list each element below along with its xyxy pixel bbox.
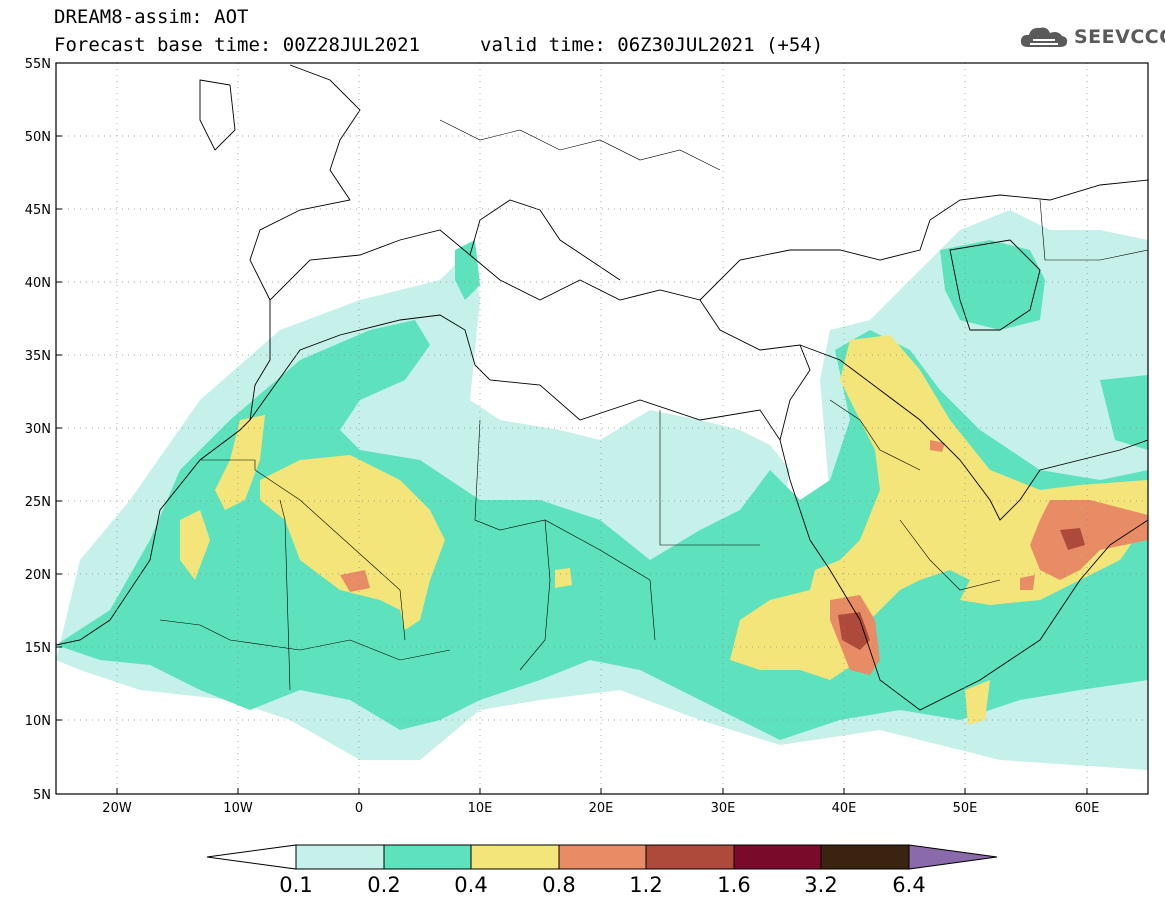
aot-band-0-4 xyxy=(180,335,1148,725)
lat-label: 55N xyxy=(25,57,51,72)
coastlines xyxy=(56,64,1148,711)
colorbar-label: 1.6 xyxy=(717,873,750,897)
country-borders xyxy=(159,119,1148,691)
tick-marks xyxy=(56,62,1088,795)
lat-label: 40N xyxy=(25,276,51,291)
colorbar-label: 3.2 xyxy=(804,873,837,897)
valid-time: valid time: 06Z30JUL2021 (+54) xyxy=(480,34,824,56)
aot-fields xyxy=(56,210,1148,770)
cloud-icon xyxy=(1020,27,1068,47)
lat-label: 10N xyxy=(25,714,51,729)
model-title: DREAM8-assim: AOT xyxy=(54,6,249,28)
colorbar xyxy=(206,844,998,870)
colorbar-label: 6.4 xyxy=(892,873,925,897)
gridlines xyxy=(56,63,1148,794)
colorbar-bin xyxy=(733,844,822,870)
lon-label: 60E xyxy=(1075,801,1100,816)
colorbar-labels: 0.1 0.2 0.4 0.8 1.2 1.6 3.2 6.4 xyxy=(279,873,925,897)
aot-band-1-2 xyxy=(838,528,1085,650)
lat-label: 20N xyxy=(25,568,51,583)
lon-label: 50E xyxy=(953,801,978,816)
lon-label: 0 xyxy=(355,801,363,816)
colorbar-over-arrow xyxy=(908,844,998,870)
colorbar-bin xyxy=(820,844,910,870)
lat-label: 15N xyxy=(25,641,51,656)
logo-text: SEEVCCC xyxy=(1074,26,1165,48)
colorbar-bin xyxy=(470,844,560,870)
latitude-labels: 55N 50N 45N 40N 35N 30N 25N 20N 15N 10N … xyxy=(25,57,51,803)
colorbar-under-arrow xyxy=(206,844,297,870)
lat-label: 35N xyxy=(25,349,51,364)
colorbar-label: 1.2 xyxy=(629,873,662,897)
colorbar-label: 0.1 xyxy=(279,873,312,897)
colorbar-bin xyxy=(295,844,385,870)
lon-label: 30E xyxy=(711,801,736,816)
colorbar-label: 0.4 xyxy=(454,873,487,897)
lat-label: 5N xyxy=(33,788,51,803)
colorbar-label: 0.2 xyxy=(367,873,400,897)
colorbar-bin xyxy=(558,844,647,870)
lon-label: 20E xyxy=(589,801,614,816)
lat-label: 30N xyxy=(25,422,51,437)
forecast-base-time: Forecast base time: 00Z28JUL2021 xyxy=(54,34,421,56)
lat-label: 50N xyxy=(25,130,51,145)
colorbar-bin xyxy=(383,844,472,870)
lon-label: 20W xyxy=(102,801,132,816)
longitude-labels: 20W 10W 0 10E 20E 30E 40E 50E 60E xyxy=(102,801,1099,816)
lat-label: 25N xyxy=(25,495,51,510)
colorbar-bin xyxy=(645,844,735,870)
seevccc-logo: SEEVCCC xyxy=(1018,22,1165,52)
lat-label: 45N xyxy=(25,203,51,218)
colorbar-label: 0.8 xyxy=(542,873,575,897)
lon-label: 10E xyxy=(468,801,493,816)
lon-label: 10W xyxy=(223,801,253,816)
lon-label: 40E xyxy=(832,801,857,816)
